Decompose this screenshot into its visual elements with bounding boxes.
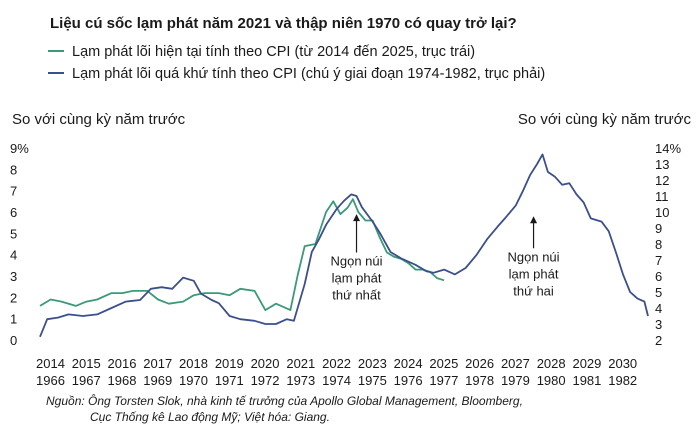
- legend: Lạm phát lõi hiện tại tính theo CPI (từ …: [48, 44, 545, 82]
- annotations: Ngọn núi lạm phát thứ nhất Ngọn núi lạm phát…: [330, 214, 560, 303]
- source-note-line2: Cục Thống kê Lao động Mỹ; Việt hóa: Gian…: [90, 410, 330, 424]
- x-tick-label-top: 2027: [501, 356, 530, 371]
- y-right-tick-label: 6: [655, 269, 662, 284]
- y-right-tick-label: 7: [655, 253, 662, 268]
- y-axis-label-right: So với cùng kỳ năm trước: [518, 111, 692, 128]
- y-right-tick-label: 10: [655, 205, 669, 220]
- y-right-tick-label: 13: [655, 157, 669, 172]
- x-tick-label-top: 2028: [537, 356, 566, 371]
- x-tick-label-top: 2024: [394, 356, 423, 371]
- x-tick-label-top: 2026: [465, 356, 494, 371]
- legend-entry-past: Lạm phát lõi quá khứ tính theo CPI (chú …: [72, 66, 545, 82]
- annotation-second-peak-text: thứ hai: [513, 283, 554, 298]
- x-tick-label-bottom: 1975: [358, 373, 387, 388]
- x-tick-label-bottom: 1971: [215, 373, 244, 388]
- x-tick-label-top: 2029: [572, 356, 601, 371]
- annotation-first-peak-text: lạm phát: [332, 271, 382, 286]
- y-left-tick-label: 9%: [10, 141, 29, 156]
- x-tick-label-top: 2016: [108, 356, 137, 371]
- annotation-second-peak-text: lạm phát: [509, 266, 559, 281]
- x-tick-label-top: 2023: [358, 356, 387, 371]
- x-axis-ticks: 2014 2015 2016 2017 2018 2019 2020 2021 2022 2023…: [36, 356, 637, 388]
- y-axis-left-ticks: 9% 8 7 6 5 4 3 2 1 0: [10, 141, 29, 348]
- x-tick-label-top: 2021: [286, 356, 315, 371]
- x-tick-label-top: 2020: [251, 356, 280, 371]
- y-right-tick-label: 2: [655, 333, 662, 348]
- chart-title: Liệu cú sốc lạm phát năm 2021 và thập ni…: [50, 15, 517, 32]
- y-left-tick-label: 6: [10, 205, 17, 220]
- x-tick-label-bottom: 1977: [429, 373, 458, 388]
- x-tick-label-bottom: 1982: [608, 373, 637, 388]
- y-right-tick-label: 14%: [655, 141, 681, 156]
- legend-entry-current: Lạm phát lõi hiện tại tính theo CPI (từ …: [72, 44, 475, 60]
- x-tick-label-bottom: 1972: [251, 373, 280, 388]
- x-tick-label-bottom: 1974: [322, 373, 351, 388]
- y-left-tick-label: 2: [10, 290, 17, 305]
- y-axis-label-left: So với cùng kỳ năm trước: [12, 111, 186, 128]
- y-right-tick-label: 8: [655, 237, 662, 252]
- x-tick-label-top: 2019: [215, 356, 244, 371]
- x-tick-label-bottom: 1968: [108, 373, 137, 388]
- x-tick-label-top: 2025: [429, 356, 458, 371]
- y-left-tick-label: 4: [10, 248, 17, 263]
- y-left-tick-label: 1: [10, 312, 17, 327]
- annotation-first-peak-text: thứ nhất: [332, 288, 381, 303]
- x-tick-label-top: 2015: [72, 356, 101, 371]
- y-right-tick-label: 5: [655, 285, 662, 300]
- y-left-tick-label: 3: [10, 269, 17, 284]
- y-left-tick-label: 8: [10, 162, 17, 177]
- y-right-tick-label: 12: [655, 173, 669, 188]
- x-tick-label-top: 2030: [608, 356, 637, 371]
- annotation-arrow-head: [530, 216, 538, 224]
- source-note-line1: Nguồn: Ông Torsten Slok, nhà kinh tế trư…: [46, 393, 523, 408]
- x-tick-label-bottom: 1976: [394, 373, 423, 388]
- x-tick-label-bottom: 1966: [36, 373, 65, 388]
- annotation-arrow-head: [353, 214, 361, 222]
- x-tick-label-top: 2014: [36, 356, 65, 371]
- y-right-tick-label: 4: [655, 301, 662, 316]
- y-left-tick-label: 0: [10, 333, 17, 348]
- x-tick-label-bottom: 1970: [179, 373, 208, 388]
- y-right-tick-label: 11: [655, 189, 669, 204]
- x-tick-label-bottom: 1980: [537, 373, 566, 388]
- y-left-tick-label: 5: [10, 226, 17, 241]
- annotation-second-peak-text: Ngọn núi: [508, 249, 560, 264]
- series-line-past-core-cpi: [39, 153, 649, 338]
- x-tick-label-bottom: 1969: [143, 373, 172, 388]
- x-tick-label-bottom: 1978: [465, 373, 494, 388]
- y-right-tick-label: 9: [655, 221, 662, 236]
- x-tick-label-top: 2017: [143, 356, 172, 371]
- x-tick-label-top: 2022: [322, 356, 351, 371]
- x-tick-label-bottom: 1981: [572, 373, 601, 388]
- y-right-tick-label: 3: [655, 317, 662, 332]
- x-tick-label-bottom: 1973: [286, 373, 315, 388]
- series-line-current-core-cpi: [39, 198, 445, 311]
- x-tick-label-bottom: 1967: [72, 373, 101, 388]
- series-layer: [39, 153, 649, 338]
- y-left-tick-label: 7: [10, 184, 17, 199]
- x-tick-label-bottom: 1979: [501, 373, 530, 388]
- x-tick-label-top: 2018: [179, 356, 208, 371]
- annotation-first-peak-text: Ngọn núi: [330, 254, 382, 269]
